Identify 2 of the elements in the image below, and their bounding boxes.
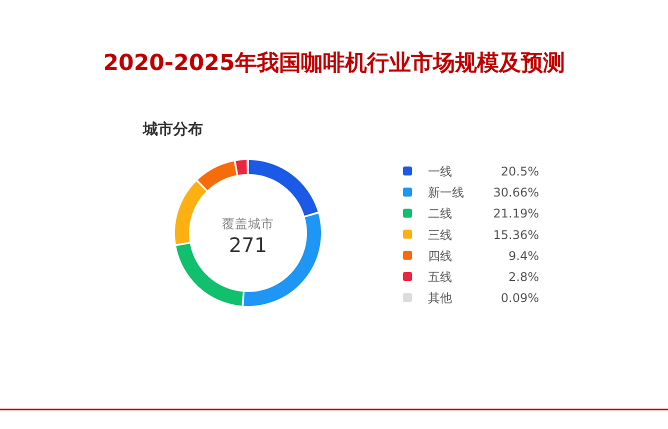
- title: 2020-2025年我国咖啡机行业市场规模及预测: [103, 51, 565, 76]
- subtitle: 城市分布: [143, 120, 203, 138]
